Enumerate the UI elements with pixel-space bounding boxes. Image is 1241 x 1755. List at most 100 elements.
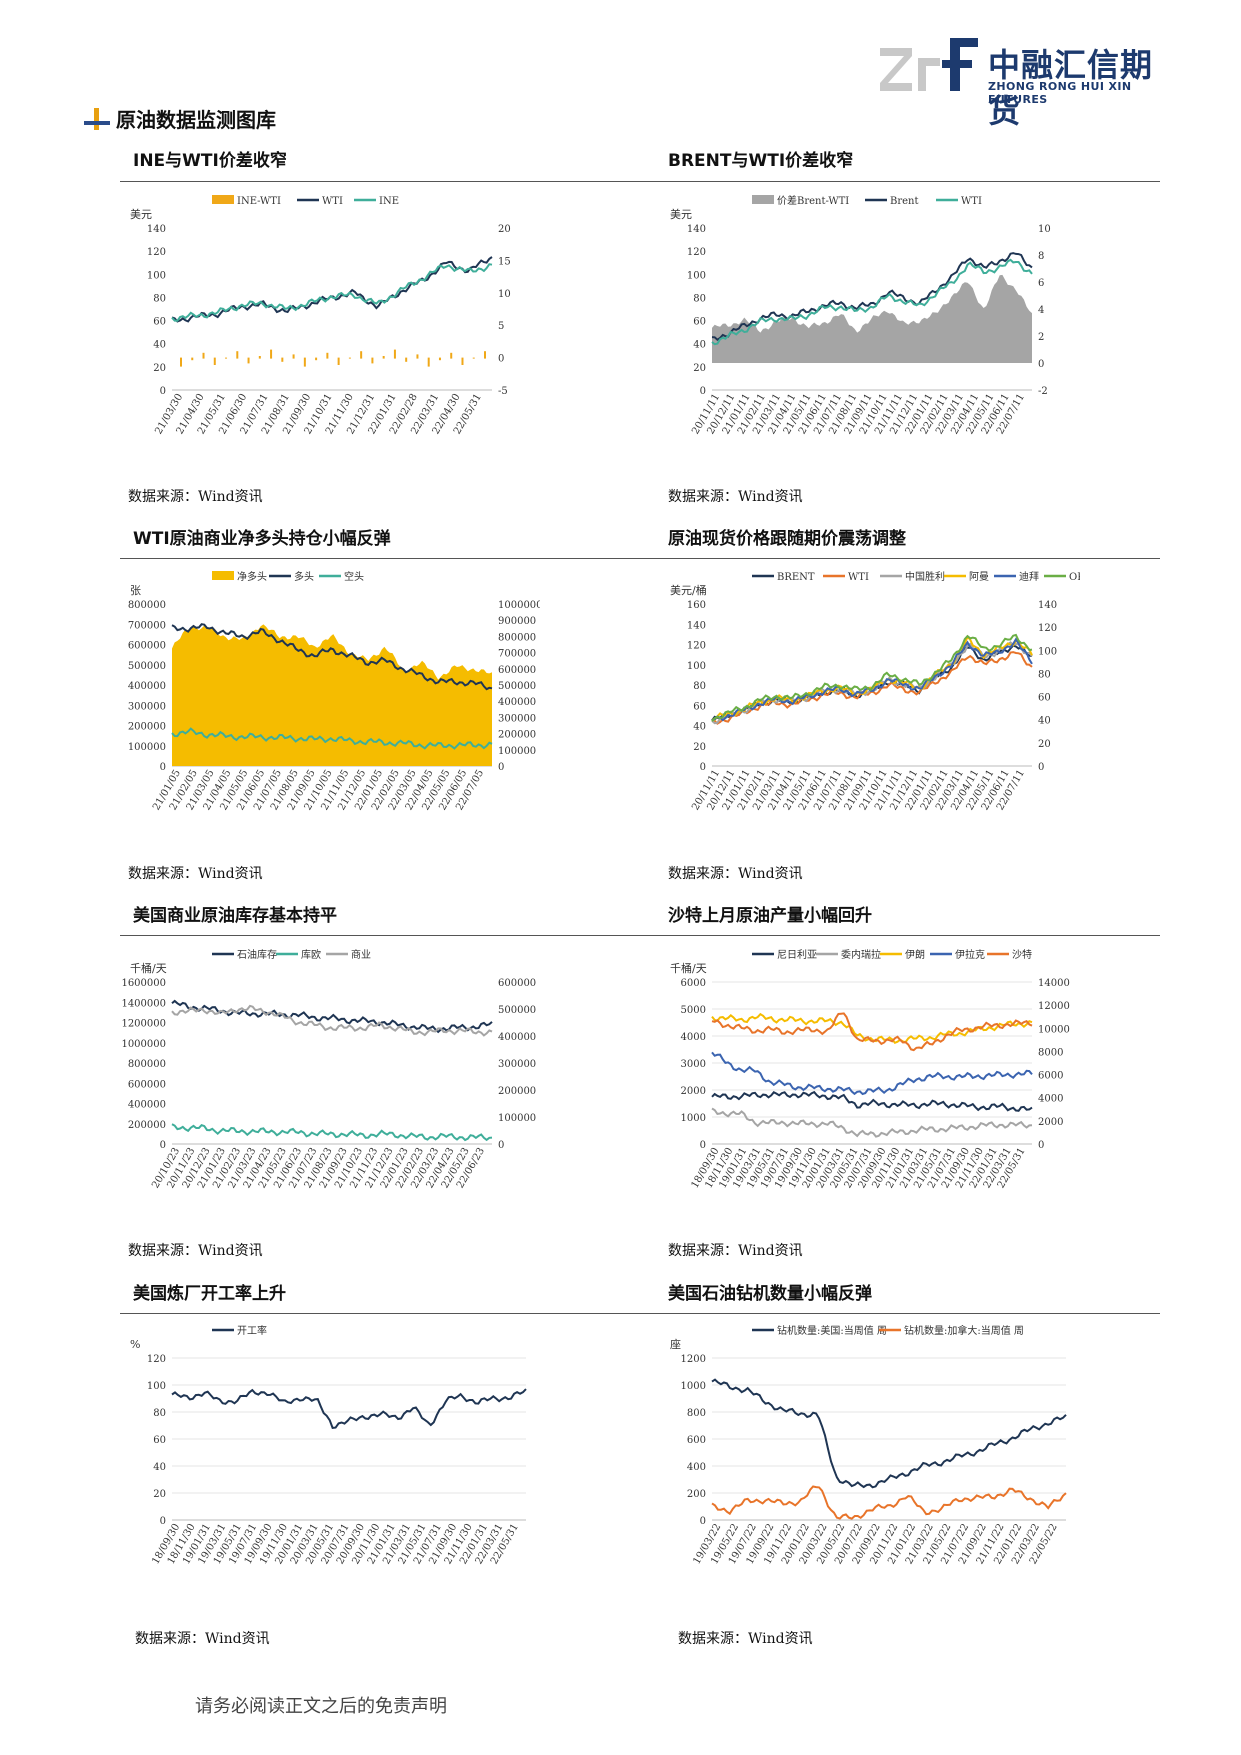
y-tick-label: 120 xyxy=(147,1354,166,1365)
title-rule-2 xyxy=(120,558,1160,559)
logo-chinese-name: 中融汇信期货 xyxy=(988,46,1154,130)
y2-tick-label: 14000 xyxy=(1038,978,1070,989)
series-line-1 xyxy=(711,252,1033,341)
y-tick-label: 600000 xyxy=(128,641,166,652)
chart-svg-7: %12010080604020018/09/3018/11/3019/01/31… xyxy=(130,1324,527,1566)
y2-tick-label: 40 xyxy=(1038,716,1051,727)
legend-label: 净多头 xyxy=(237,570,267,583)
y-tick-label: 100 xyxy=(147,270,166,281)
legend-label: 阿曼 xyxy=(969,571,989,583)
y2-tick-label: 4 xyxy=(1038,305,1044,316)
y2-tick-label: 0 xyxy=(498,354,504,365)
chart-panel-net-long: 张 800000 700000 600000 500000 400000 300000 200… xyxy=(120,566,540,846)
source-note-6: 数据来源：Wind资讯 xyxy=(668,1243,803,1259)
legend-swatch xyxy=(212,571,234,580)
series-line-3 xyxy=(711,1051,1033,1096)
chart-svg-5: 千桶/天160000014000001200000100000080000060… xyxy=(121,948,536,1190)
chart-panel-rig-count: 座 1200 1000 800 600 400 200 0 19/03/22 19/05/22 19… xyxy=(660,1320,1080,1600)
legend-item-3: 阿曼 xyxy=(944,571,989,583)
y-axis-unit: 美元 xyxy=(130,208,152,221)
y2-tick-label: 15 xyxy=(498,256,511,267)
legend-label: INE-WTI xyxy=(237,196,281,207)
y-tick-label: 140 xyxy=(147,224,166,235)
series-line-1 xyxy=(171,623,493,691)
y-tick-label: 0 xyxy=(160,1140,166,1151)
y2-tick-label: 200000 xyxy=(498,730,536,741)
series-line-0 xyxy=(711,1090,1033,1112)
y-tick-label: 400000 xyxy=(128,1100,166,1111)
y2-tick-label: 4000 xyxy=(1038,1094,1063,1105)
y2-tick-label: 0 xyxy=(498,762,504,773)
series-line-1 xyxy=(711,1485,1067,1520)
y-axis-unit: 千桶/天 xyxy=(130,961,167,975)
chart-panel-us-inventory: 千桶/天 1600000 1400000 1200000 1000000 800000 60… xyxy=(120,944,540,1224)
y-tick-label: 20 xyxy=(153,1489,166,1500)
y-tick-label: 300000 xyxy=(128,701,166,712)
series-line-2 xyxy=(171,727,493,750)
y2-tick-label: 900000 xyxy=(498,616,536,627)
chart-panel-brent-wti: 美元 140 120 100 80 60 40 20 0 10 8 6 4 2 0 -2 20/11/11 20/… xyxy=(660,190,1080,470)
y-tick-label: 60 xyxy=(693,701,706,712)
series-bar-0 xyxy=(472,357,475,359)
chart-panel-refinery-utilization: % 120 100 80 60 40 20 0 18/09/30 18/11/30 19/01/31… xyxy=(120,1320,540,1600)
series-bar-0 xyxy=(258,356,261,359)
y-tick-label: 20 xyxy=(693,363,706,374)
y2-tick-label: 2000 xyxy=(1038,1117,1063,1128)
y-tick-label: 0 xyxy=(160,1516,166,1527)
chart-title-5: 美国商业原油库存基本持平 xyxy=(133,906,337,926)
legend-item-1: 多头 xyxy=(269,570,314,583)
y-tick-label: 60 xyxy=(153,1435,166,1446)
y-tick-label: 60 xyxy=(153,317,166,328)
series-bar-0 xyxy=(191,357,194,361)
series-bar-0 xyxy=(427,357,430,367)
y-tick-label: 800 xyxy=(687,1408,706,1419)
y2-tick-label: 20 xyxy=(1038,739,1051,750)
title-rule-1 xyxy=(120,181,1160,182)
y-tick-label: 80 xyxy=(693,681,706,692)
y2-tick-label: 10 xyxy=(498,289,511,300)
legend-label: OPEC xyxy=(1069,572,1080,583)
y-tick-label: 1200 xyxy=(681,1354,706,1365)
y-tick-label: 0 xyxy=(700,1516,706,1527)
y-tick-label: 100 xyxy=(147,1381,166,1392)
y-tick-label: 700000 xyxy=(128,620,166,631)
y-tick-label: 100000 xyxy=(128,742,166,753)
y-tick-label: 120 xyxy=(687,247,706,258)
y2-tick-label: 100000 xyxy=(498,746,536,757)
series-bar-0 xyxy=(450,352,453,359)
legend-label: 尼日利亚 xyxy=(777,949,817,961)
series-bar-0 xyxy=(213,357,216,365)
series-bar-0 xyxy=(202,352,205,359)
legend-label: 库欧 xyxy=(301,948,321,961)
chart-svg-4: 美元/桶 160 140 120 100 80 60 40 20 0 140 120 100 80 60 40… xyxy=(670,570,1080,812)
legend-label: 沙特 xyxy=(1012,949,1032,961)
section-title-text: 原油数据监测图库 xyxy=(116,108,276,132)
y-tick-label: 500000 xyxy=(128,661,166,672)
y-tick-label: 40 xyxy=(153,1462,166,1473)
y-axis-unit: 座 xyxy=(670,1337,681,1351)
y2-tick-label: 1000000 xyxy=(498,600,540,611)
y2-tick-label: 10 xyxy=(1038,224,1051,235)
y2-tick-label: 600000 xyxy=(498,665,536,676)
y-tick-label: 1400000 xyxy=(121,998,166,1009)
y2-tick-label: 6 xyxy=(1038,278,1044,289)
legend-swatch xyxy=(212,195,234,204)
y2-tick-label: 6000 xyxy=(1038,1071,1063,1082)
chart-title-8: 美国石油钻机数量小幅反弹 xyxy=(668,1284,872,1304)
y2-tick-label: 600000 xyxy=(498,978,536,989)
series-bar-0 xyxy=(393,349,396,359)
source-note-5: 数据来源：Wind资讯 xyxy=(128,1243,263,1259)
y-axis-unit: 张 xyxy=(130,584,141,597)
series-bar-0 xyxy=(292,354,295,359)
y-tick-label: 0 xyxy=(160,386,166,397)
y-tick-label: 200000 xyxy=(128,1120,166,1131)
legend-label: 价差Brent-WTI xyxy=(777,194,849,207)
y2-tick-label: 8000 xyxy=(1038,1047,1063,1058)
y-tick-label: 200000 xyxy=(128,722,166,733)
legend-swatch xyxy=(752,195,774,204)
series-bar-0 xyxy=(360,351,363,359)
y-tick-label: 4000 xyxy=(681,1032,706,1043)
y2-tick-label: 60 xyxy=(1038,693,1051,704)
series-bar-0 xyxy=(225,357,228,359)
logo-english-name: ZHONG RONG HUI XIN FUTURES xyxy=(988,80,1132,106)
